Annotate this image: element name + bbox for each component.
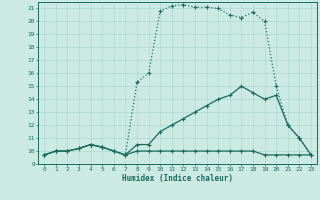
- X-axis label: Humidex (Indice chaleur): Humidex (Indice chaleur): [122, 174, 233, 183]
